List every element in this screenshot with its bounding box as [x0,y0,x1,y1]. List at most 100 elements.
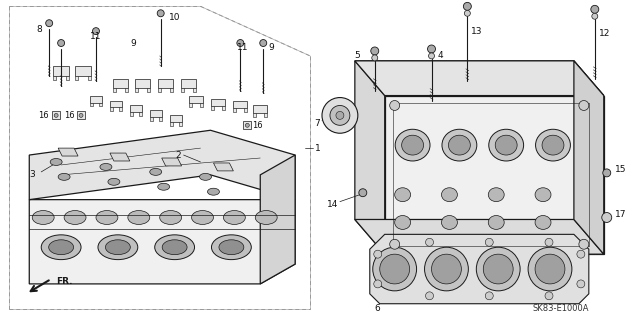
Polygon shape [243,121,252,129]
Polygon shape [139,112,142,116]
Polygon shape [355,61,385,254]
Polygon shape [135,79,150,88]
Polygon shape [110,108,113,111]
Text: 15: 15 [614,166,626,174]
Ellipse shape [395,129,430,161]
Text: 16: 16 [252,121,263,130]
Ellipse shape [211,235,252,260]
Ellipse shape [100,163,112,170]
Ellipse shape [150,168,162,175]
Circle shape [465,10,470,16]
Ellipse shape [219,240,244,255]
Ellipse shape [395,216,411,229]
Circle shape [579,239,589,249]
Circle shape [577,250,585,258]
Text: 7: 7 [314,119,320,128]
Ellipse shape [442,216,458,229]
Polygon shape [147,88,150,92]
Ellipse shape [535,188,551,202]
Ellipse shape [489,129,524,161]
Polygon shape [159,117,162,121]
Ellipse shape [255,211,277,225]
Ellipse shape [449,135,470,155]
Circle shape [372,247,417,291]
Ellipse shape [535,216,551,229]
Polygon shape [214,163,234,171]
Ellipse shape [402,135,424,155]
Polygon shape [181,88,184,92]
Circle shape [359,189,367,197]
Circle shape [424,247,468,291]
Circle shape [380,254,410,284]
Circle shape [245,123,250,127]
Polygon shape [53,76,56,80]
Text: 16: 16 [38,111,49,120]
Circle shape [54,114,58,117]
Polygon shape [170,122,173,126]
Circle shape [528,247,572,291]
Polygon shape [211,107,214,110]
Circle shape [426,292,433,300]
Polygon shape [181,79,196,88]
Polygon shape [189,103,191,108]
Circle shape [545,238,553,246]
Text: 6: 6 [375,304,381,313]
Polygon shape [110,153,130,161]
Circle shape [592,13,598,19]
Text: 2: 2 [175,151,181,160]
Circle shape [322,98,358,133]
Polygon shape [170,115,182,122]
Circle shape [535,254,565,284]
Ellipse shape [50,159,62,166]
Text: 4: 4 [438,51,443,60]
Polygon shape [90,102,93,107]
Circle shape [157,10,164,17]
Polygon shape [355,61,604,96]
Ellipse shape [488,188,504,202]
Circle shape [426,238,433,246]
Text: 17: 17 [614,210,626,219]
Polygon shape [113,88,116,92]
Text: FR.: FR. [56,278,73,286]
Text: 9: 9 [268,43,274,53]
Polygon shape [58,148,78,156]
Circle shape [463,2,471,10]
Polygon shape [150,110,162,117]
Ellipse shape [32,211,54,225]
Polygon shape [29,130,295,200]
Ellipse shape [128,211,150,225]
Polygon shape [29,200,295,284]
Circle shape [58,40,65,47]
Ellipse shape [41,235,81,260]
Text: 5: 5 [354,51,360,60]
Polygon shape [370,234,589,304]
Circle shape [374,250,381,258]
Polygon shape [88,76,91,80]
Polygon shape [253,114,256,117]
Text: 1: 1 [315,144,321,152]
Circle shape [483,254,513,284]
Circle shape [602,212,612,222]
Polygon shape [158,88,161,92]
Polygon shape [53,66,69,76]
Polygon shape [260,155,295,284]
Circle shape [260,40,267,47]
Ellipse shape [542,135,564,155]
Polygon shape [162,158,182,166]
Ellipse shape [106,240,131,255]
Text: 16: 16 [64,111,75,120]
Circle shape [431,254,461,284]
Ellipse shape [160,211,182,225]
Circle shape [579,100,589,110]
Ellipse shape [207,188,220,195]
Polygon shape [574,61,604,254]
Polygon shape [170,88,173,92]
Polygon shape [75,76,78,80]
Ellipse shape [223,211,245,225]
Ellipse shape [442,129,477,161]
Text: 9: 9 [131,39,136,48]
Text: 14: 14 [326,200,338,209]
Ellipse shape [58,174,70,180]
Circle shape [336,111,344,119]
Text: SK83-E1000A: SK83-E1000A [532,304,589,313]
